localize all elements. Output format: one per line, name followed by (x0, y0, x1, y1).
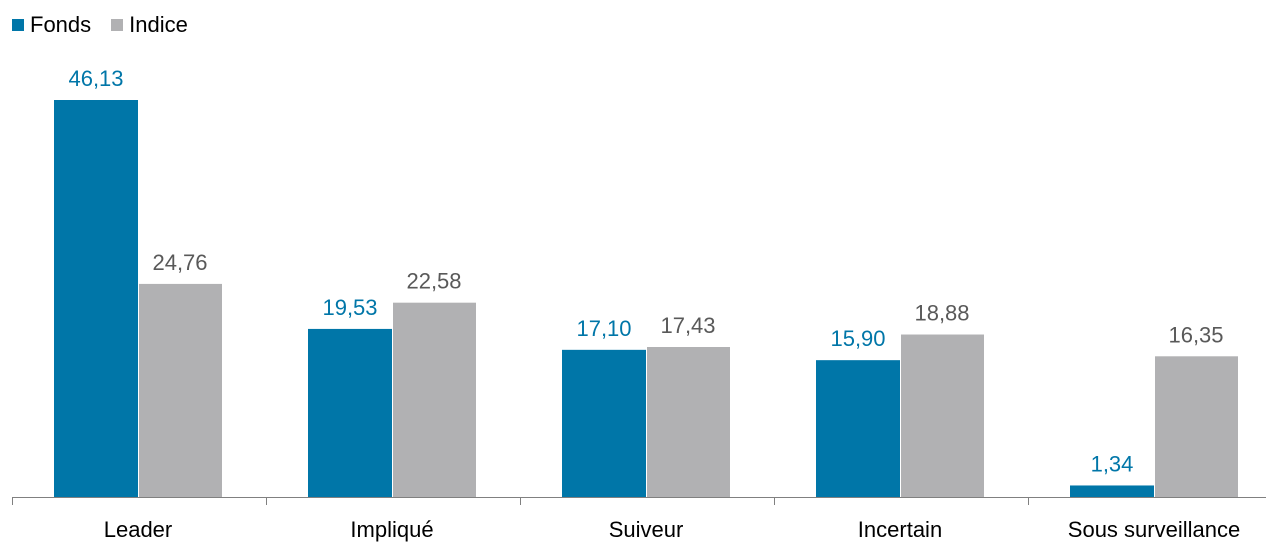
data-label-fonds-4: 1,34 (1091, 451, 1134, 476)
data-label-indice-0: 24,76 (152, 250, 207, 275)
category-label-4: Sous surveillance (1068, 517, 1240, 542)
legend-item-indice: Indice (111, 12, 188, 38)
bar-indice-2 (647, 346, 730, 497)
category-label-1: Impliqué (350, 517, 433, 542)
data-label-fonds-0: 46,13 (68, 66, 123, 91)
data-label-fonds-1: 19,53 (322, 295, 377, 320)
legend-label-indice: Indice (129, 12, 188, 37)
data-label-indice-1: 22,58 (406, 269, 461, 294)
data-label-indice-3: 18,88 (914, 301, 969, 326)
bar-indice-0 (139, 283, 222, 497)
bar-fonds-2 (562, 349, 646, 497)
bar-fonds-0 (54, 100, 138, 497)
data-label-fonds-2: 17,10 (576, 316, 631, 341)
bar-indice-4 (1155, 356, 1238, 497)
bar-fonds-1 (308, 328, 392, 497)
category-label-2: Suiveur (609, 517, 684, 542)
bar-fonds-4 (1070, 485, 1154, 497)
legend-swatch-fonds (12, 19, 24, 31)
category-label-3: Incertain (858, 517, 942, 542)
legend-item-fonds: Fonds (12, 12, 91, 38)
legend: Fonds Indice (12, 12, 208, 38)
category-label-0: Leader (104, 517, 173, 542)
legend-swatch-indice (111, 19, 124, 31)
data-label-indice-2: 17,43 (660, 313, 715, 338)
data-label-indice-4: 16,35 (1168, 322, 1223, 347)
data-label-fonds-3: 15,90 (830, 326, 885, 351)
bar-fonds-3 (816, 360, 900, 497)
bar-indice-3 (901, 334, 984, 497)
legend-label-fonds: Fonds (30, 12, 92, 37)
bar-indice-1 (393, 302, 476, 497)
